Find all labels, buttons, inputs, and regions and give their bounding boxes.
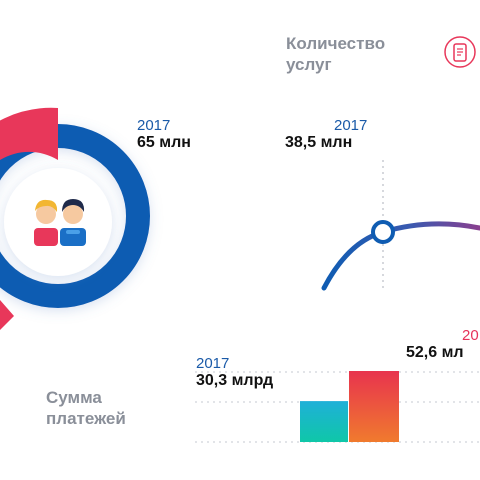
line-chart-point-2017 [371, 220, 395, 244]
bar-2017-year-label: 2017 [196, 355, 230, 372]
line-chart-year-label: 2017 [334, 117, 368, 134]
bar-next-value-label: 52,6 мл [406, 344, 464, 361]
bar-2017 [300, 401, 348, 442]
bar-2017-value-label: 30,3 млрд [196, 372, 274, 389]
donut-value-label: 65 млн [137, 134, 191, 151]
bar-next-year [349, 371, 399, 442]
phone-receipt-icon [444, 36, 476, 68]
donut-red-segment [0, 107, 58, 311]
people-icon-circle [4, 168, 112, 276]
people-icon [34, 199, 86, 246]
line-chart [321, 160, 480, 292]
donut-chart [0, 107, 150, 330]
bar-next-year-label: 20 [462, 327, 479, 344]
line-chart-value-label: 38,5 млн [285, 134, 353, 151]
bar-chart-title: Сумма платежей [46, 388, 126, 428]
line-chart-series [321, 221, 480, 291]
bar-chart [195, 371, 480, 443]
donut-year-label: 2017 [137, 117, 171, 134]
line-chart-title: Количество услуг [286, 34, 386, 74]
donut-red-tail [0, 300, 14, 330]
